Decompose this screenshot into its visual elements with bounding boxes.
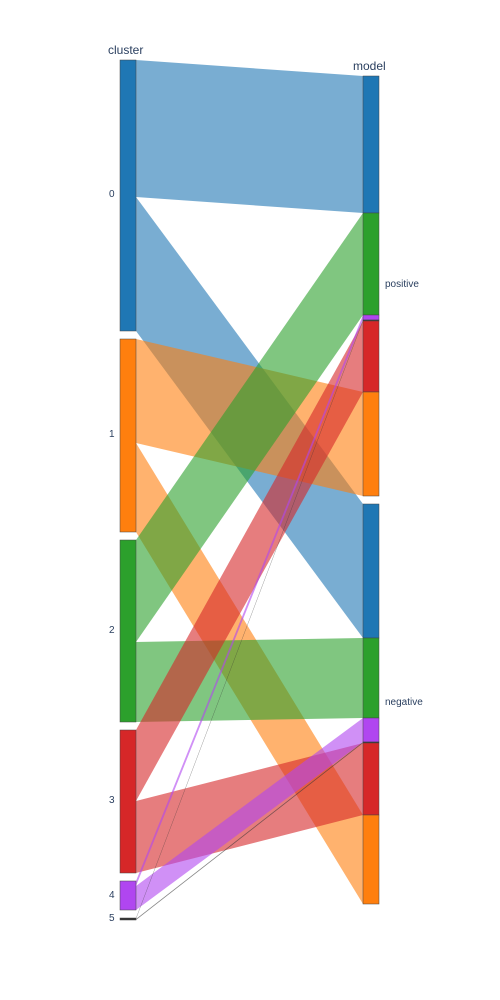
node-positive-from-2	[363, 213, 379, 315]
node-positive-from-3	[363, 321, 379, 392]
node-cluster-0	[120, 60, 136, 331]
node-cluster-4	[120, 881, 136, 910]
node-positive-from-4	[363, 315, 379, 320]
right-column-title: model	[353, 59, 386, 73]
node-cluster-2	[120, 540, 136, 722]
node-negative-from-3	[363, 743, 379, 815]
node-positive-from-1	[363, 392, 379, 496]
node-label-4: 4	[109, 890, 115, 901]
node-negative-from-0	[363, 504, 379, 638]
node-label-1: 1	[109, 429, 115, 440]
node-label-0: 0	[109, 189, 115, 200]
node-cluster-1	[120, 339, 136, 532]
node-label-2: 2	[109, 625, 115, 636]
node-label-5: 5	[109, 913, 115, 924]
node-cluster-3	[120, 730, 136, 873]
node-negative-from-2	[363, 638, 379, 718]
flow-0-to-positive	[136, 60, 363, 213]
node-negative-from-1	[363, 815, 379, 904]
node-negative-from-4	[363, 718, 379, 742]
group-label-negative: negative	[385, 697, 423, 708]
left-column-title: cluster	[108, 43, 143, 57]
node-cluster-5	[120, 918, 136, 920]
node-label-3: 3	[109, 795, 115, 806]
node-positive-from-0	[363, 76, 379, 213]
group-label-positive: positive	[385, 279, 419, 290]
